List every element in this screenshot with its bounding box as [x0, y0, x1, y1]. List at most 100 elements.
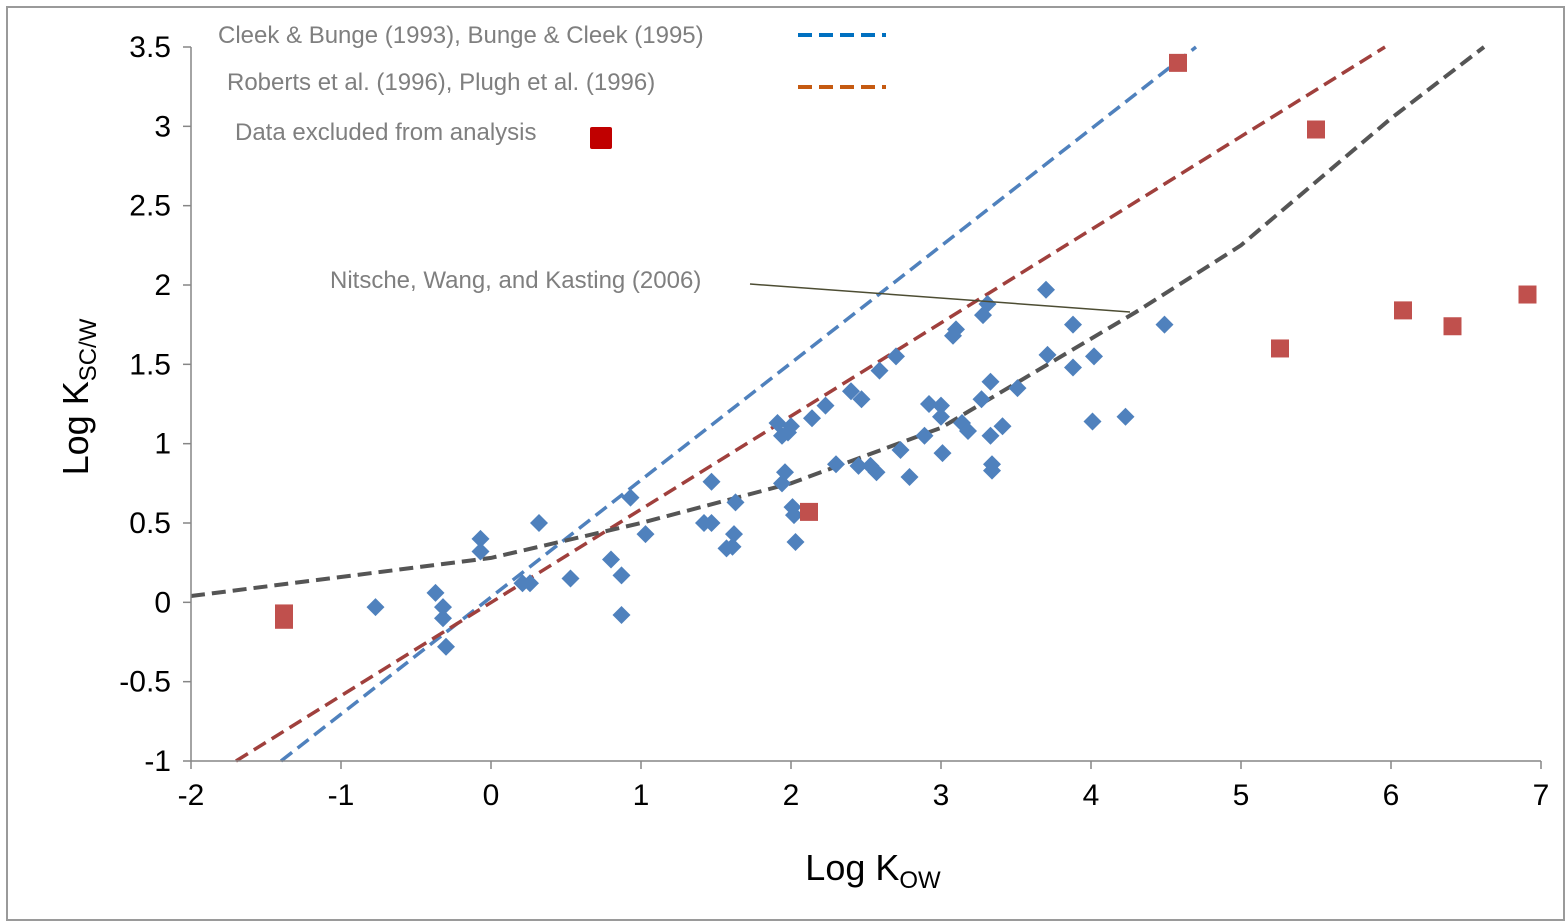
y-axis-title: Log KSC/W [55, 318, 102, 475]
y-tick-label: 2 [154, 269, 171, 302]
trend-lines [190, 45, 1486, 763]
diamond-point [612, 606, 631, 625]
diamond-point [723, 537, 742, 556]
diamond-point [1064, 358, 1082, 377]
diamond-point [1116, 407, 1135, 426]
y-tick-label: 3 [154, 110, 171, 143]
y-tick-label: 1.5 [129, 348, 171, 381]
diamond-point [561, 569, 580, 588]
diamond-point [959, 421, 977, 440]
diamond-point [602, 550, 620, 569]
diamond-point [849, 456, 868, 475]
diamond-point [867, 463, 886, 482]
x-tick-label: -2 [178, 779, 205, 812]
diamond-point [471, 542, 490, 561]
annotation-label: Nitsche, Wang, and Kasting (2006) [330, 267, 701, 294]
diamond-point [852, 390, 871, 409]
diamond-point [983, 461, 1001, 480]
diamond-point [521, 574, 539, 593]
diamond-point [932, 396, 950, 415]
diamond-point [915, 426, 934, 445]
annotation-leader-line [749, 283, 1131, 313]
square-point [275, 610, 293, 629]
diamond-point [803, 409, 821, 428]
diamond-point [1037, 280, 1055, 299]
x-tick-label: 0 [483, 779, 500, 812]
diamond-point [978, 295, 997, 314]
x-tick-label: -1 [328, 779, 355, 812]
diamond-point [933, 444, 952, 463]
y-tick-label: 2.5 [129, 190, 171, 223]
y-tick-label: -1 [144, 745, 171, 778]
diamond-point [702, 514, 721, 532]
data-points [275, 53, 1537, 656]
x-tick-label: 7 [1533, 779, 1550, 812]
diamond-point [366, 598, 385, 617]
diamond-point [1038, 345, 1057, 364]
diamond-point [920, 395, 938, 413]
diamond-point [636, 525, 655, 544]
y-tick-label: 0 [154, 586, 171, 619]
axes: -1-0.500.511.522.533.5-2 -1 0 1 2 3 4 5 6 7 [119, 31, 1549, 812]
diamond-point [1155, 315, 1174, 334]
trend-line-2 [235, 45, 1386, 763]
diamond-point [972, 390, 991, 409]
square-point [1307, 120, 1325, 139]
diamond-point [725, 525, 743, 544]
diamond-point [981, 372, 1000, 391]
diamond-point [993, 417, 1012, 436]
diamond-point [782, 417, 800, 436]
diamond-point [434, 598, 452, 617]
diamond-point [947, 320, 965, 339]
diamond-point [785, 506, 803, 525]
legend-label: Cleek & Bunge (1993), Bunge & Cleek (199… [218, 22, 704, 49]
diamond-point [776, 463, 794, 482]
diamond-point [702, 472, 721, 491]
annotations: Nitsche, Wang, and Kasting (2006) [330, 267, 1131, 313]
diamond-point [530, 514, 548, 532]
x-tick-label: 2 [783, 779, 800, 812]
chart-frame: -1 -0.5 0 0.5 1 1.5 2 2.5 3 3.5 -2 -1 0 1 2 3 4 5 6 7 Cleek… [6, 6, 1565, 921]
diamond-point [891, 441, 910, 460]
y-tick-label: -0.5 [119, 666, 171, 699]
diamond-point [1083, 412, 1102, 431]
legend-label: Data excluded from analysis [235, 119, 536, 146]
diamond-point [1008, 379, 1027, 398]
diamond-point [612, 566, 631, 585]
diamond-point [887, 347, 905, 366]
diamond-point [870, 361, 889, 380]
square-point [1443, 317, 1462, 336]
diamond-point [816, 396, 835, 415]
diamond-point [426, 583, 445, 602]
legend-label: Roberts et al. (1996), Plugh et al. (199… [227, 69, 655, 96]
scatter-plot: -1-0.500.511.522.533.5-2 -1 0 1 2 3 4 5 6 7 Cleek… [55, 22, 1549, 894]
legend-swatch-square [590, 127, 612, 149]
diamond-point [842, 382, 860, 401]
square-point [1394, 301, 1412, 320]
diamond-point [621, 488, 640, 507]
diamond-point [1085, 347, 1103, 366]
diamond-point [900, 467, 919, 486]
x-tick-label: 6 [1383, 779, 1400, 812]
diamond-point [471, 529, 490, 548]
legend: Cleek & Bunge (1993), Bunge & Cleek (199… [218, 22, 886, 149]
trend-line-1 [279, 45, 1198, 763]
diamond-point [827, 455, 845, 474]
diamond-point [932, 407, 950, 426]
x-tick-label: 1 [633, 779, 650, 812]
diamond-point [437, 637, 455, 656]
y-tick-label: 1 [154, 428, 171, 461]
diamond-point [1064, 315, 1082, 334]
diamond-point [434, 609, 452, 628]
diamond-point [786, 533, 805, 552]
diamond-point [726, 493, 745, 512]
square-point [1271, 339, 1289, 358]
square-point [1169, 53, 1187, 72]
square-point [800, 502, 818, 521]
y-tick-label: 3.5 [129, 31, 171, 64]
square-point [1518, 285, 1537, 304]
x-tick-label: 3 [933, 779, 950, 812]
x-tick-label: 5 [1233, 779, 1250, 812]
diamond-point [981, 426, 1000, 445]
x-axis-title: Log KOW [805, 847, 941, 894]
